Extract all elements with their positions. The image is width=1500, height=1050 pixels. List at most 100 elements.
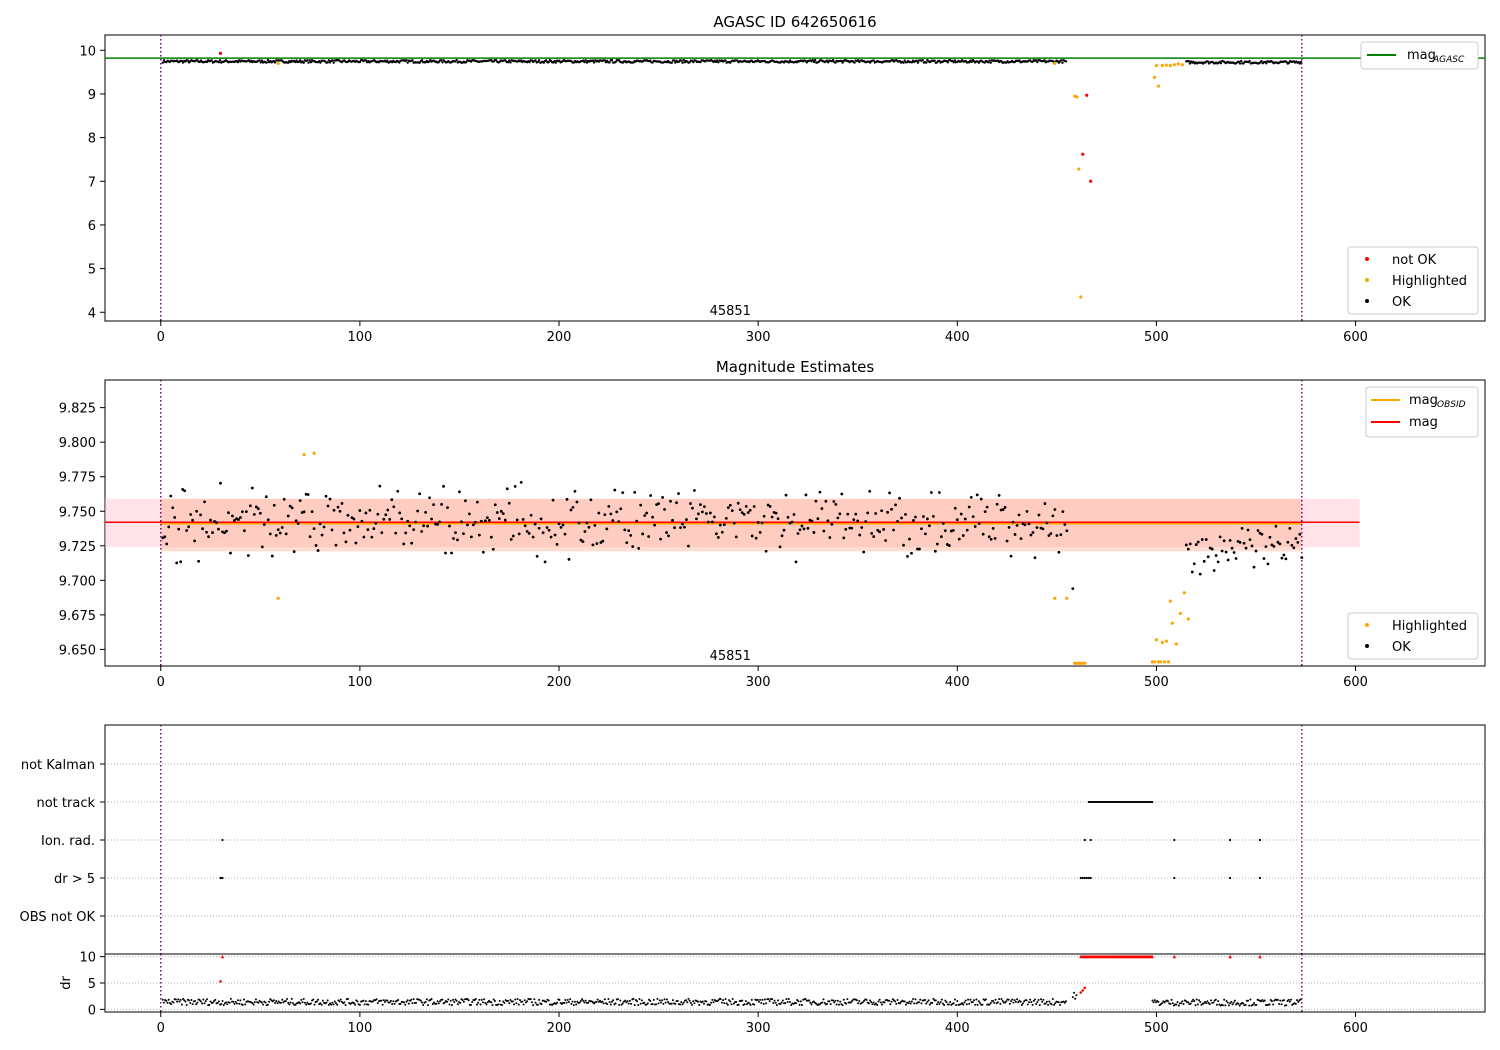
ok-point <box>878 530 882 534</box>
dr-point <box>691 1003 694 1006</box>
dr-point <box>780 1001 783 1004</box>
highlighted-point <box>1065 596 1069 600</box>
ok-point <box>1278 542 1282 546</box>
dr-point <box>501 1004 504 1007</box>
dr-point <box>1074 997 1077 1000</box>
dr-point <box>789 1001 792 1004</box>
ok-point <box>553 533 557 537</box>
dr-point <box>446 1000 449 1003</box>
ok-point <box>575 500 579 504</box>
ok-point <box>571 505 575 509</box>
ok-point <box>1023 523 1027 527</box>
dr-point <box>452 998 455 1001</box>
dr-point <box>1251 1003 1254 1006</box>
dr-point <box>804 997 807 1000</box>
dr-point <box>235 1002 238 1005</box>
dr-point <box>1039 998 1042 1001</box>
ok-point <box>1025 509 1029 513</box>
ok-point <box>1053 508 1057 511</box>
ok-point <box>294 60 297 64</box>
panel4-x-tick-label: 300 <box>746 1021 771 1036</box>
dr-point <box>1290 998 1293 1001</box>
dr-point <box>790 1003 793 1006</box>
ok-point <box>567 557 571 561</box>
dr-point <box>362 999 365 1002</box>
ok-point <box>1274 524 1278 528</box>
dr-point <box>1050 1003 1053 1006</box>
dr-point <box>450 1004 453 1007</box>
ok-point <box>912 519 915 522</box>
ok-point <box>175 561 179 565</box>
ok-point <box>1266 562 1270 566</box>
dr-point <box>877 1000 880 1003</box>
dr-point <box>1075 994 1078 997</box>
dr-point <box>567 1001 570 1004</box>
dr-point <box>578 1001 581 1004</box>
ok-point <box>342 531 346 535</box>
ok-point <box>667 534 670 538</box>
dr-point <box>576 1000 579 1003</box>
dr-point <box>176 1000 179 1003</box>
flag-point <box>1151 801 1154 803</box>
dr-point <box>492 998 495 1001</box>
dr-point <box>289 1001 292 1004</box>
ok-point <box>229 551 232 555</box>
ok-point <box>844 527 848 531</box>
ok-point <box>1228 539 1232 542</box>
panel4-y-tick-label: 0 <box>88 1003 96 1018</box>
dr-point <box>863 999 866 1002</box>
dr-point <box>1013 999 1016 1002</box>
ok-point <box>1298 532 1302 536</box>
ok-point <box>1011 520 1015 524</box>
ok-point <box>792 513 796 516</box>
ok-point <box>273 61 277 64</box>
highlighted-point <box>276 61 280 65</box>
legend-label: Highlighted <box>1392 619 1467 634</box>
panel2-y-tick-label: 9.650 <box>59 643 96 658</box>
legend-marker <box>1365 299 1369 303</box>
dr-point <box>410 998 413 1001</box>
legend-box <box>1360 41 1479 70</box>
ok-point <box>440 502 443 506</box>
dr-point <box>724 998 727 1001</box>
panel1-x-tick-label: 300 <box>746 330 771 345</box>
dr-point <box>518 999 521 1002</box>
ok-point <box>406 61 409 64</box>
ok-point <box>621 491 625 495</box>
ok-point <box>211 531 214 534</box>
dr-point <box>554 1002 557 1005</box>
dr-point <box>981 1003 984 1006</box>
dr-point <box>238 1002 241 1005</box>
ok-point <box>742 512 746 516</box>
dr-point <box>823 1001 826 1004</box>
dr-point <box>1232 1001 1235 1004</box>
dr-point <box>309 1002 312 1005</box>
ok-point <box>834 502 838 506</box>
ok-point <box>555 542 559 546</box>
ok-point <box>683 525 686 529</box>
dr-point <box>701 1000 704 1003</box>
ok-point <box>985 505 989 509</box>
ok-point <box>1064 60 1068 63</box>
ok-point <box>744 505 748 508</box>
dr-point <box>529 998 532 1001</box>
dr-point <box>953 998 956 1001</box>
dr-point <box>968 1002 971 1005</box>
ok-point <box>880 509 884 513</box>
highlighted-point <box>302 453 306 457</box>
ok-point <box>840 59 843 63</box>
ok-point <box>1001 508 1005 511</box>
ok-point <box>762 514 766 518</box>
dr-point <box>685 999 688 1002</box>
dr-point <box>545 1000 548 1003</box>
ok-point <box>946 61 949 64</box>
dr-point <box>659 1001 662 1004</box>
flag-point <box>1229 838 1232 842</box>
highlighted-point <box>1164 639 1168 643</box>
dr-outlier-point <box>219 980 222 983</box>
dr-point <box>834 999 837 1002</box>
dr-point <box>242 998 245 1001</box>
dr-point <box>303 1001 306 1004</box>
ok-point <box>295 59 298 62</box>
dr-point <box>952 1002 955 1005</box>
